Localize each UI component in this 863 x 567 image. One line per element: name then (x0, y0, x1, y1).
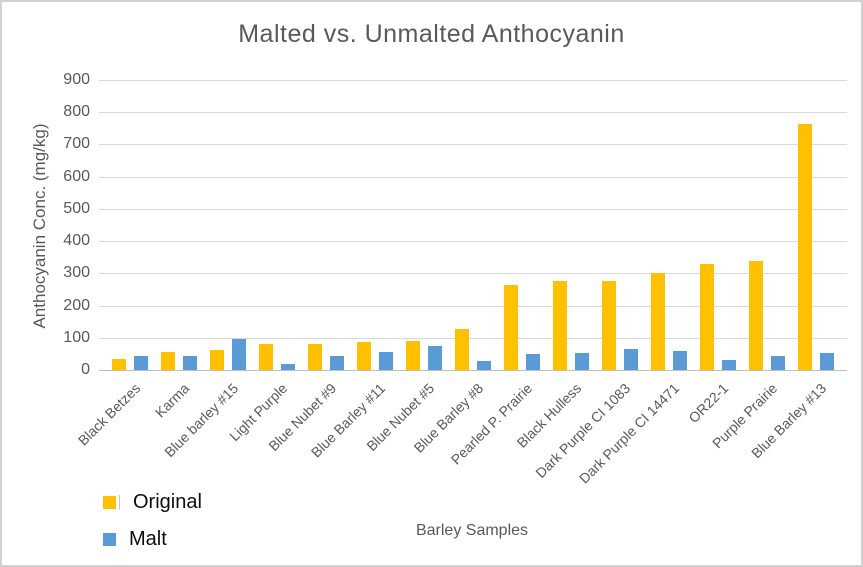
bar-malt-14[interactable] (771, 355, 785, 370)
gridline (99, 273, 847, 275)
y-tick-label: 400 (63, 232, 90, 250)
bar-malt-6[interactable] (379, 352, 393, 370)
legend-swatch-original-icon (103, 495, 116, 509)
gridline (99, 144, 847, 146)
bar-original-11[interactable] (602, 281, 616, 370)
legend-item-malt[interactable]: Malt (103, 526, 167, 552)
bar-original-4[interactable] (259, 344, 273, 370)
bar-malt-11[interactable] (624, 349, 638, 370)
y-tick-label: 300 (63, 264, 90, 282)
gridline (99, 305, 847, 307)
bar-malt-2[interactable] (183, 355, 197, 370)
bar-malt-15[interactable] (820, 352, 834, 370)
bar-original-6[interactable] (357, 341, 371, 370)
gridline (99, 337, 847, 339)
gridline (99, 80, 847, 81)
gridline (99, 241, 847, 243)
bar-original-9[interactable] (504, 284, 518, 370)
bar-malt-8[interactable] (477, 360, 491, 370)
y-tick-label: 500 (63, 199, 90, 217)
bar-original-1[interactable] (112, 358, 126, 370)
y-tick-label: 900 (63, 71, 90, 88)
x-axis-title: Barley Samples (415, 522, 529, 539)
bar-malt-5[interactable] (330, 356, 344, 370)
gridline (99, 208, 847, 210)
y-tick-label: 800 (63, 103, 90, 121)
bar-original-15[interactable] (798, 123, 812, 370)
legend-swatch-malt-icon (103, 532, 116, 546)
bar-original-5[interactable] (308, 343, 322, 370)
bar-malt-1[interactable] (134, 356, 148, 370)
bar-malt-13[interactable] (722, 360, 736, 370)
y-axis-title: Anthocyanin Conc. (mg/kg) (30, 123, 49, 329)
y-tick-label: 100 (63, 328, 90, 346)
bar-malt-10[interactable] (575, 352, 589, 370)
legend-label-malt: Malt (129, 527, 167, 550)
bar-malt-3[interactable] (232, 339, 246, 370)
bar-original-12[interactable] (651, 273, 665, 370)
bar-malt-12[interactable] (673, 351, 687, 370)
legend-item-original[interactable]: Original (103, 489, 202, 515)
y-tick-label: 700 (63, 135, 90, 153)
bar-original-8[interactable] (455, 329, 469, 370)
text-cursor (119, 494, 120, 510)
gridline (99, 112, 847, 114)
legend-label-original: Original (133, 490, 202, 513)
bar-original-7[interactable] (406, 341, 420, 370)
bar-original-13[interactable] (700, 264, 714, 370)
bar-original-2[interactable] (161, 352, 175, 370)
bar-malt-4[interactable] (281, 363, 295, 370)
bar-original-3[interactable] (210, 350, 224, 370)
y-tick-label: 600 (63, 167, 90, 185)
bar-original-14[interactable] (749, 261, 763, 370)
x-axis-line (99, 370, 847, 371)
gridline (99, 176, 847, 178)
bar-malt-9[interactable] (526, 353, 540, 370)
bar-original-10[interactable] (553, 281, 567, 370)
chart-title[interactable]: Malted vs. Unmalted Anthocyanin (238, 20, 625, 48)
y-tick-label: 0 (81, 361, 90, 378)
bar-malt-7[interactable] (428, 346, 442, 370)
y-tick-label: 200 (63, 296, 90, 314)
